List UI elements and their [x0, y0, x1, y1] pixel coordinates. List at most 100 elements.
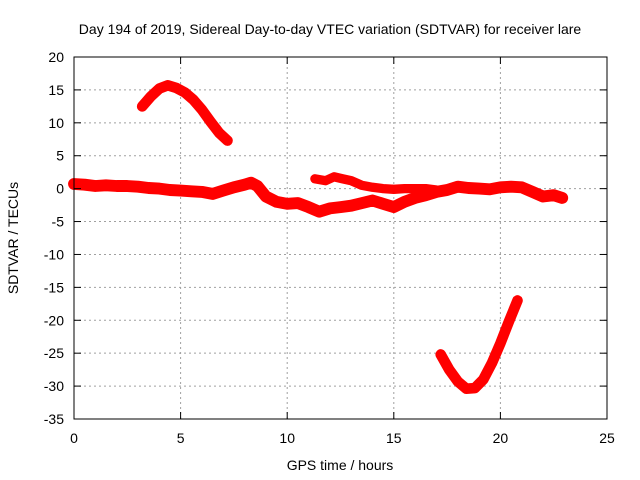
data-point — [199, 107, 204, 112]
data-point — [530, 189, 535, 194]
data-point — [167, 188, 172, 192]
data-point — [445, 188, 450, 192]
x-tick-label: 15 — [386, 430, 402, 446]
series-segment-11-17h — [310, 172, 442, 195]
series-arc-high — [136, 80, 233, 146]
y-tick-label: -15 — [44, 279, 64, 295]
data-point — [249, 180, 253, 185]
data-point — [509, 184, 514, 189]
series-main-band — [68, 176, 569, 218]
data-point — [165, 83, 170, 88]
data-point — [148, 94, 153, 99]
data-point — [455, 379, 460, 384]
series-band — [435, 295, 523, 394]
data-point — [82, 182, 87, 187]
data-point — [381, 201, 386, 206]
data-point — [466, 186, 471, 190]
data-point — [477, 186, 482, 191]
data-point — [359, 201, 364, 206]
chart-title: Day 194 of 2019, Sidereal Day-to-day VTE… — [79, 21, 582, 37]
data-point — [225, 138, 230, 143]
data-point — [464, 386, 469, 391]
data-point — [413, 195, 418, 200]
data-point — [370, 185, 375, 190]
data-point — [263, 194, 268, 199]
data-point — [541, 194, 545, 199]
y-axis-label: SDTVAR / TECUs — [5, 182, 21, 294]
data-point — [519, 185, 524, 190]
data-point — [423, 186, 428, 191]
y-tick-label: -25 — [44, 345, 64, 361]
data-point — [323, 178, 328, 183]
data-point — [455, 184, 460, 189]
data-point — [255, 184, 260, 188]
data-point — [295, 201, 300, 206]
data-point — [370, 198, 375, 203]
data-point — [182, 90, 187, 95]
data-point — [174, 85, 179, 90]
data-point — [391, 205, 396, 210]
plot-frame — [73, 56, 608, 420]
data-point — [413, 186, 418, 191]
data-point — [472, 386, 477, 391]
y-tick-label: 15 — [48, 82, 64, 98]
series-layer — [68, 80, 569, 394]
series-arc-low — [435, 295, 523, 394]
data-point — [210, 191, 215, 196]
data-point — [340, 176, 345, 181]
data-point — [332, 174, 337, 179]
data-point — [391, 187, 396, 192]
data-point — [438, 352, 443, 357]
data-point — [359, 183, 364, 188]
data-point — [114, 184, 119, 188]
y-tick-label: 5 — [56, 148, 64, 164]
y-tick-label: 0 — [56, 181, 64, 197]
series-band — [310, 172, 442, 195]
data-point — [157, 86, 162, 91]
data-point — [285, 201, 290, 206]
data-point — [306, 205, 311, 210]
data-point — [447, 367, 452, 372]
y-tick-label: -5 — [52, 214, 65, 230]
x-tick-label: 20 — [493, 430, 509, 446]
x-tick-label: 0 — [70, 430, 78, 446]
x-tick-label: 5 — [177, 430, 185, 446]
y-tick-label: -10 — [44, 246, 64, 262]
data-point — [274, 199, 279, 204]
data-point — [327, 206, 332, 211]
data-point — [146, 186, 151, 190]
data-point — [217, 130, 221, 135]
data-point — [381, 186, 386, 191]
y-tick-label: 10 — [48, 115, 64, 131]
data-point — [93, 184, 98, 188]
data-point — [487, 187, 492, 192]
data-point — [489, 361, 494, 366]
data-point — [402, 186, 407, 191]
data-point — [231, 185, 236, 190]
x-tick-label: 25 — [599, 430, 615, 446]
data-point — [423, 193, 428, 198]
y-tick-label: -30 — [44, 378, 64, 394]
y-tick-label: -35 — [44, 411, 64, 427]
data-point — [221, 188, 226, 193]
data-point — [125, 184, 130, 188]
data-point — [140, 104, 145, 109]
data-point — [349, 203, 354, 208]
x-axis-label: GPS time / hours — [287, 457, 394, 473]
data-point — [189, 189, 194, 194]
data-point — [104, 183, 108, 188]
y-tick-label: 20 — [48, 49, 64, 65]
x-tick-label: 10 — [279, 430, 295, 446]
ticks: 0 5 10 15 20 25 20 15 10 5 0 -5 -10 -15 -20 -25 -30 -35 — [44, 49, 615, 446]
data-point — [349, 178, 354, 183]
data-point — [157, 186, 162, 191]
data-point — [551, 193, 556, 198]
data-point — [434, 188, 439, 192]
data-point — [498, 341, 503, 346]
data-point — [481, 377, 486, 382]
data-point — [199, 189, 204, 194]
data-point — [506, 319, 511, 324]
data-point — [338, 205, 343, 210]
data-point — [317, 209, 322, 214]
